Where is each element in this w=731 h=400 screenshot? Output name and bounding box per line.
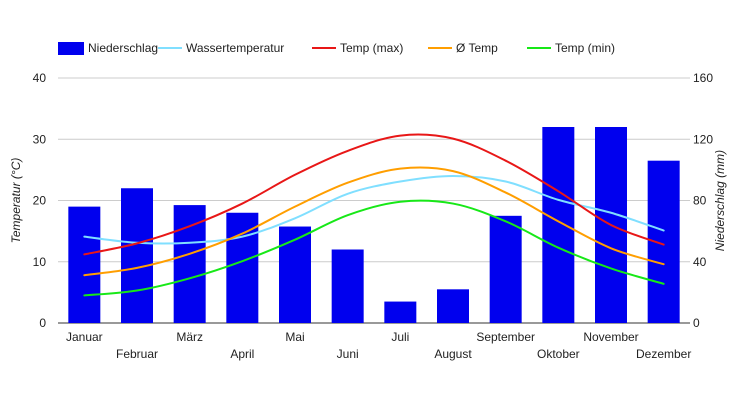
left-tick-label: 20	[33, 194, 47, 208]
precipitation-bar	[279, 226, 311, 323]
temp-avg-line	[83, 166, 665, 277]
precipitation-bar	[542, 127, 575, 323]
precipitation-bar	[437, 289, 469, 323]
category-label: März	[176, 330, 203, 344]
right-tick-label: 40	[693, 255, 707, 269]
precipitation-bar	[121, 188, 153, 323]
legend-label: Wassertemperatur	[186, 41, 284, 55]
temp-min-line	[83, 199, 665, 297]
legend-label: Ø Temp	[456, 41, 498, 55]
category-label: April	[230, 347, 254, 361]
legend-label: Temp (max)	[340, 41, 403, 55]
left-tick-label: 40	[33, 71, 47, 85]
category-label: Dezember	[636, 347, 691, 361]
temperature-lines	[83, 133, 665, 297]
category-label: Februar	[116, 347, 158, 361]
precipitation-bar	[384, 301, 417, 323]
precipitation-bar	[173, 205, 206, 323]
legend-swatch-bar	[58, 42, 84, 55]
precipitation-bar	[489, 215, 522, 323]
legend: Niederschlag Wassertemperatur Temp (max) Ø …	[58, 41, 615, 55]
category-label: September	[476, 330, 535, 344]
right-tick-label: 160	[693, 71, 713, 85]
precipitation-bar	[331, 249, 364, 323]
right-tick-label: 80	[693, 194, 707, 208]
category-label: Juli	[391, 330, 409, 344]
axes: 0 10 20 30 40 0 40 80 120 160 Temperatur (°C) Niede…	[9, 71, 727, 361]
right-tick-label: 120	[693, 132, 713, 146]
category-label: November	[583, 330, 638, 344]
left-tick-label: 0	[39, 316, 46, 330]
left-tick-label: 30	[33, 132, 47, 146]
left-tick-label: 10	[33, 255, 47, 269]
precipitation-bars	[68, 127, 680, 323]
category-label: August	[434, 347, 472, 361]
precipitation-bar	[226, 212, 259, 323]
right-tick-label: 0	[693, 316, 700, 330]
category-label: Oktober	[537, 347, 580, 361]
legend-label: Niederschlag	[88, 41, 158, 55]
precipitation-bar	[68, 206, 101, 323]
left-axis-title: Temperatur (°C)	[9, 158, 23, 244]
water-temperature-line	[83, 175, 665, 245]
temp-max-line	[83, 133, 665, 256]
category-label: Juni	[337, 347, 359, 361]
category-label: Mai	[285, 330, 304, 344]
legend-label: Temp (min)	[555, 41, 615, 55]
category-label: Januar	[66, 330, 103, 344]
right-axis-title: Niederschlag (mm)	[713, 150, 727, 251]
